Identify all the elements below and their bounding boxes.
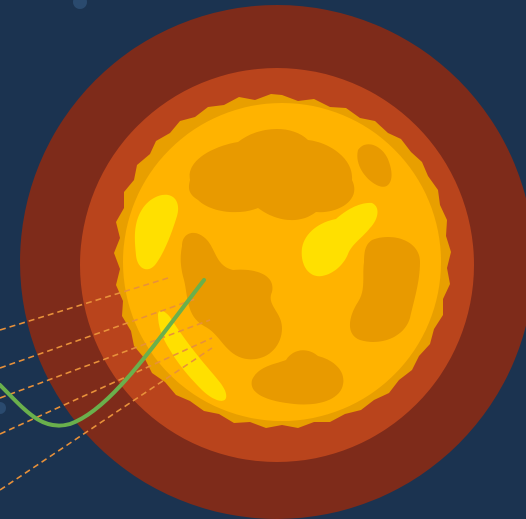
- background-dot: [73, 0, 87, 9]
- sunspot: [180, 232, 282, 360]
- ray-line: [0, 319, 211, 399]
- magnetic-field-line: [0, 278, 206, 428]
- sunspot: [188, 128, 355, 221]
- background-dot: [0, 402, 6, 414]
- surface-highlight: [158, 310, 227, 401]
- sunspot: [251, 350, 344, 405]
- surface-highlight: [301, 202, 378, 277]
- sunspot: [357, 144, 392, 187]
- ray-line: [0, 337, 213, 435]
- ray-line: [0, 347, 213, 491]
- surface-highlight: [134, 194, 179, 270]
- ray-line: [0, 297, 199, 369]
- sunspot: [349, 236, 420, 342]
